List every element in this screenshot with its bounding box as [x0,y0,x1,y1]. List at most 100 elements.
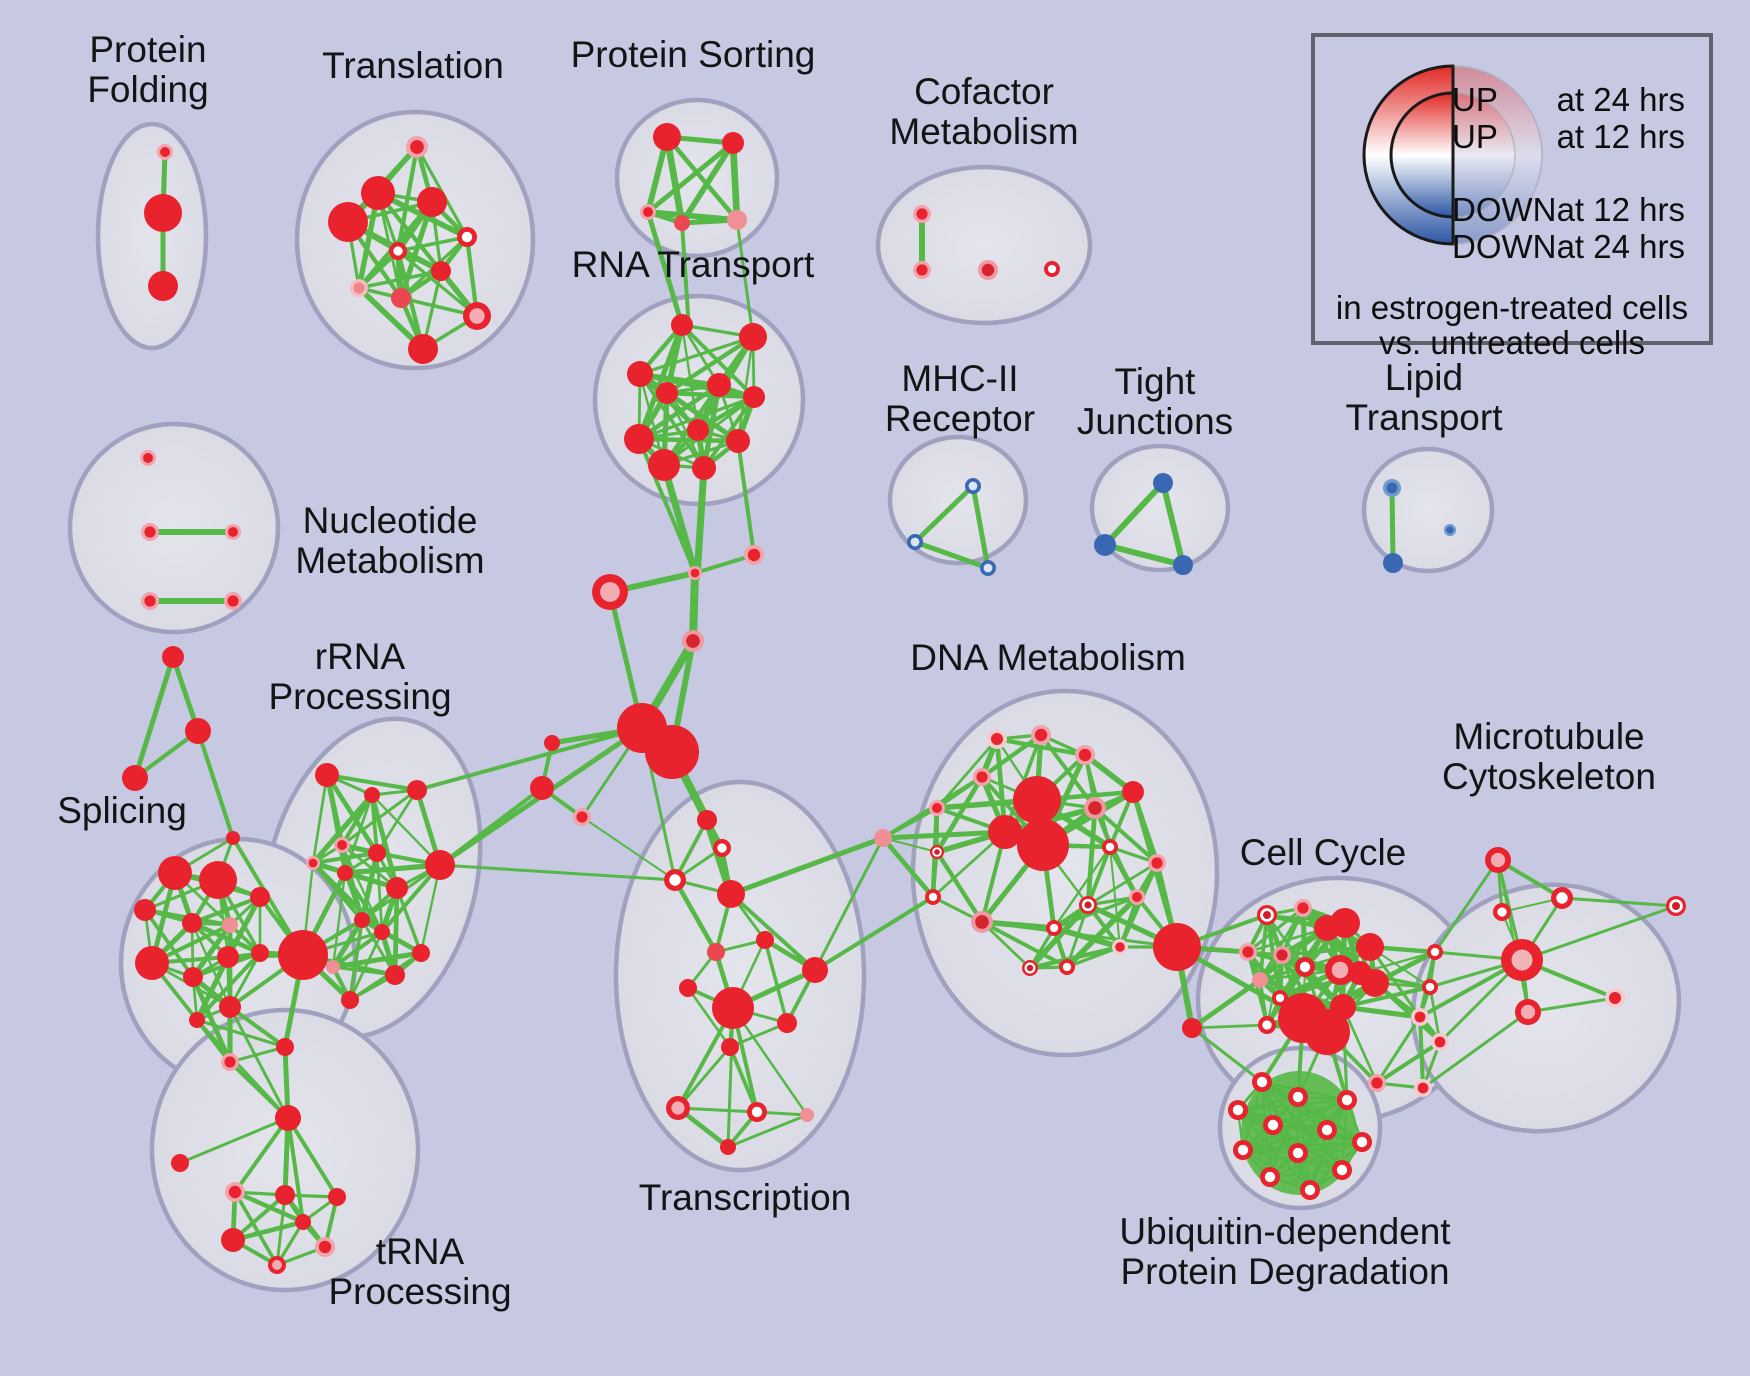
gene-node[interactable] [158,856,192,890]
gene-node[interactable] [306,856,320,870]
gene-node[interactable] [925,889,941,905]
gene-node[interactable] [315,763,339,787]
gene-node[interactable] [185,718,211,744]
gene-node[interactable] [171,1154,189,1172]
gene-node[interactable] [1332,1160,1352,1180]
gene-node[interactable] [1422,979,1438,995]
gene-node[interactable] [1300,1180,1320,1200]
gene-node[interactable] [182,913,202,933]
gene-node[interactable] [328,1188,346,1206]
gene-node[interactable] [341,991,359,1009]
gene-node[interactable] [385,965,405,985]
gene-node[interactable] [1252,1072,1272,1092]
gene-node[interactable] [1605,988,1625,1008]
gene-node[interactable] [1317,1120,1337,1140]
gene-node[interactable] [386,877,408,899]
gene-node[interactable] [965,478,981,494]
gene-node[interactable] [707,373,731,397]
gene-node[interactable] [1017,819,1069,871]
gene-node[interactable] [747,1102,767,1122]
gene-node[interactable] [1129,889,1145,905]
gene-node[interactable] [406,136,428,158]
gene-node[interactable] [1233,1140,1253,1160]
gene-node[interactable] [682,630,704,652]
gene-node[interactable] [874,829,892,847]
gene-node[interactable] [1427,944,1443,960]
gene-node[interactable] [1383,479,1401,497]
gene-node[interactable] [777,1013,797,1033]
gene-node[interactable] [183,967,203,987]
gene-node[interactable] [648,449,680,481]
gene-node[interactable] [645,725,699,779]
gene-node[interactable] [1304,1009,1350,1055]
gene-node[interactable] [1352,1132,1372,1152]
gene-node[interactable] [1182,1018,1202,1038]
gene-node[interactable] [713,839,731,857]
gene-node[interactable] [1431,1033,1449,1051]
gene-node[interactable] [1013,776,1061,824]
gene-node[interactable] [275,1105,301,1131]
gene-node[interactable] [368,844,386,862]
gene-node[interactable] [134,899,156,921]
gene-node[interactable] [717,880,745,908]
gene-node[interactable] [1444,524,1456,536]
gene-node[interactable] [1325,955,1355,985]
gene-node[interactable] [1258,1016,1276,1034]
gene-node[interactable] [913,261,931,279]
gene-node[interactable] [1112,939,1128,955]
gene-node[interactable] [1239,943,1257,961]
gene-node[interactable] [907,534,923,550]
gene-node[interactable] [712,987,754,1029]
gene-node[interactable] [1361,969,1389,997]
gene-node[interactable] [1288,1087,1308,1107]
gene-node[interactable] [315,1237,335,1257]
gene-node[interactable] [354,912,370,928]
gene-node[interactable] [1414,1079,1432,1097]
gene-node[interactable] [1059,959,1075,975]
gene-node[interactable] [225,1182,245,1202]
gene-node[interactable] [1153,923,1201,971]
gene-node[interactable] [268,1256,286,1274]
gene-node[interactable] [250,887,270,907]
gene-node[interactable] [800,1108,814,1122]
gene-node[interactable] [122,765,148,791]
gene-node[interactable] [1044,261,1060,277]
gene-node[interactable] [425,850,455,880]
gene-node[interactable] [721,1038,739,1056]
gene-node[interactable] [1102,839,1118,855]
gene-node[interactable] [457,227,477,247]
gene-node[interactable] [743,386,765,408]
gene-node[interactable] [1493,903,1511,921]
gene-node[interactable] [1094,534,1116,556]
gene-node[interactable] [744,545,764,565]
gene-node[interactable] [756,931,774,949]
gene-node[interactable] [217,946,239,968]
gene-node[interactable] [162,646,184,668]
gene-node[interactable] [1295,957,1315,977]
gene-node[interactable] [973,768,991,786]
gene-node[interactable] [221,1053,239,1071]
gene-node[interactable] [987,729,1007,749]
gene-node[interactable] [389,242,407,260]
gene-node[interactable] [1273,946,1291,964]
gene-node[interactable] [674,215,690,231]
gene-node[interactable] [544,735,560,751]
gene-node[interactable] [1330,908,1360,938]
gene-node[interactable] [1252,972,1268,988]
gene-node[interactable] [278,930,328,980]
gene-node[interactable] [978,260,998,280]
gene-node[interactable] [1294,899,1312,917]
gene-node[interactable] [226,831,240,845]
gene-node[interactable] [1666,896,1686,916]
gene-node[interactable] [720,1139,736,1155]
gene-node[interactable] [1046,920,1062,936]
gene-node[interactable] [219,996,241,1018]
gene-node[interactable] [144,194,182,232]
gene-node[interactable] [1263,1115,1283,1135]
gene-node[interactable] [726,429,750,453]
gene-node[interactable] [980,560,996,576]
gene-node[interactable] [326,960,340,974]
gene-node[interactable] [1257,905,1277,925]
gene-node[interactable] [1551,887,1573,909]
gene-node[interactable] [1153,473,1173,493]
